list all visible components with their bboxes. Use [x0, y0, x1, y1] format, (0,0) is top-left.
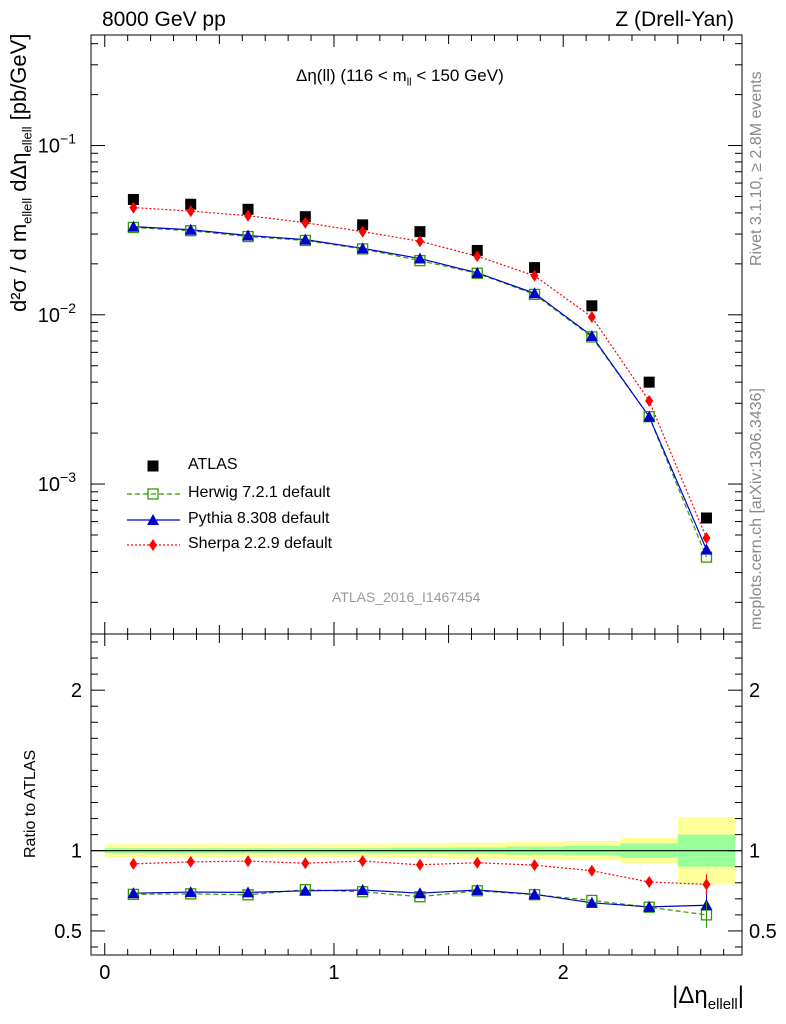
header-energy-label: 8000 GeV pp [102, 8, 226, 31]
main-point-sherpa [530, 269, 539, 282]
mcplots-reference-label: mcplots.cern.ch [arXiv:1306.3436] [748, 388, 765, 630]
xlabel-sub: ellell [707, 995, 738, 1013]
ratio-y-tick-label-right: 0.5 [749, 921, 777, 943]
legend-label-pythia: Pythia 8.308 default [188, 510, 330, 527]
legend-marker-data [147, 460, 159, 472]
legend-label-sherpa: Sherpa 2.2.9 default [188, 535, 333, 552]
main-point-pythia [413, 252, 426, 264]
main-point-sherpa [244, 209, 253, 222]
ratio-point-pythia [299, 884, 312, 896]
rivet-version-label: Rivet 3.1.10, ≥ 2.8M events [748, 71, 765, 266]
main-y-tick-exponent: −3 [60, 469, 76, 485]
ratio-point-pythia [585, 896, 598, 908]
ratio-point-sherpa [415, 858, 424, 871]
main-point-sherpa [129, 201, 138, 214]
ratio-y-axis-label: Ratio to ATLAS [22, 749, 39, 858]
xlabel-end: | [737, 982, 744, 1009]
ratio-point-sherpa [186, 855, 195, 868]
ratio-point-sherpa [587, 864, 596, 877]
main-point-sherpa [301, 216, 310, 229]
main-point-sherpa [587, 311, 596, 324]
ylabel-denominator: d m [6, 223, 31, 261]
ratio-plot-frame [90, 633, 743, 956]
analysis-id-label: ATLAS_2016_I1467454 [332, 589, 481, 605]
main-y-tick-label: 10−1 [38, 131, 76, 158]
main-point-data [700, 512, 712, 524]
main-point-sherpa [702, 531, 711, 544]
main-point-data [299, 211, 311, 223]
ylabel-unit: [pb/GeV] [6, 33, 31, 121]
main-point-pythia [299, 233, 312, 245]
header-process-label: Z (Drell-Yan) [615, 8, 734, 31]
main-point-pythia [585, 329, 598, 341]
main-point-pythia [528, 287, 541, 299]
main-point-sherpa [358, 225, 367, 238]
ylabel-den-sub2: ellell [19, 126, 35, 153]
main-point-pythia [643, 410, 656, 422]
main-point-pythia [242, 229, 255, 241]
ylabel-den-mid: dΔη [6, 152, 31, 198]
ratio-point-pythia [471, 883, 484, 895]
xlabel-main: |Δη [672, 982, 708, 1009]
ratio-point-sherpa [301, 857, 310, 870]
ratio-point-pythia [528, 888, 541, 900]
main-point-pythia [471, 266, 484, 278]
plot-title-suffix: < 150 GeV) [411, 66, 504, 85]
ratio-point-sherpa [645, 875, 654, 888]
ratio-y-tick-label: 0.5 [54, 921, 82, 943]
x-tick-label: 0 [99, 962, 110, 984]
main-point-data [643, 376, 655, 388]
ratio-point-pythia [413, 887, 426, 899]
legend-marker-sherpa [149, 539, 157, 551]
ratio-point-pythia [356, 883, 369, 895]
ratio-point-sherpa [129, 857, 138, 870]
ratio-y-tick-label-right: 2 [749, 680, 760, 702]
main-y-tick-label: 10−3 [38, 469, 76, 496]
main-point-pythia [700, 543, 713, 555]
main-y-tick-exponent: −2 [60, 300, 76, 316]
legend-marker-pythia [147, 514, 159, 525]
main-point-pythia [127, 220, 140, 232]
legend-label-herwig: Herwig 7.2.1 default [188, 484, 331, 501]
main-point-data [127, 194, 139, 206]
ylabel-den-sub: ellell [19, 197, 35, 224]
ratio-point-pythia [643, 900, 656, 912]
main-point-sherpa [415, 235, 424, 248]
plot-title-sub: ll [406, 76, 412, 89]
main-point-data [414, 226, 426, 238]
plot-title-prefix: Δη(ll) (116 < m [296, 66, 407, 85]
ratio-y-tick-label-right: 1 [749, 841, 760, 863]
main-y-tick-label: 10−2 [38, 300, 76, 327]
main-point-sherpa [186, 205, 195, 218]
x-tick-label: 1 [328, 962, 339, 984]
main-point-pythia [356, 242, 369, 254]
ratio-point-sherpa [473, 856, 482, 869]
ratio-point-sherpa [358, 855, 367, 868]
ratio-y-tick-label: 1 [71, 841, 82, 863]
main-point-data [242, 203, 254, 215]
plot-title: Δη(ll) (116 < mll < 150 GeV) [296, 66, 504, 88]
main-point-data [357, 219, 369, 231]
main-point-sherpa [473, 250, 482, 263]
ratio-point-sherpa [530, 859, 539, 872]
main-y-tick-exponent: −1 [60, 131, 76, 147]
main-point-sherpa [645, 394, 654, 407]
main-y-axis-label: d²σ / d mellell dΔηellell [pb/GeV] [6, 33, 35, 312]
ratio-point-sherpa [244, 855, 253, 868]
main-line-herwig [133, 226, 708, 558]
ratio-point-pythia [127, 887, 140, 899]
main-point-data [586, 300, 598, 312]
x-tick-label: 2 [558, 962, 569, 984]
main-point-data [529, 262, 541, 274]
main-point-pythia [184, 223, 197, 235]
main-point-data [185, 198, 197, 210]
ratio-point-pythia [242, 886, 255, 898]
ratio-y-tick-label: 2 [71, 680, 82, 702]
ylabel-numerator: d²σ [6, 278, 31, 312]
ratio-point-pythia [184, 886, 197, 898]
legend-label-atlas: ATLAS [188, 456, 238, 473]
x-axis-label: |Δηellell| [672, 982, 744, 1013]
legend-marker-herwig [147, 488, 159, 500]
